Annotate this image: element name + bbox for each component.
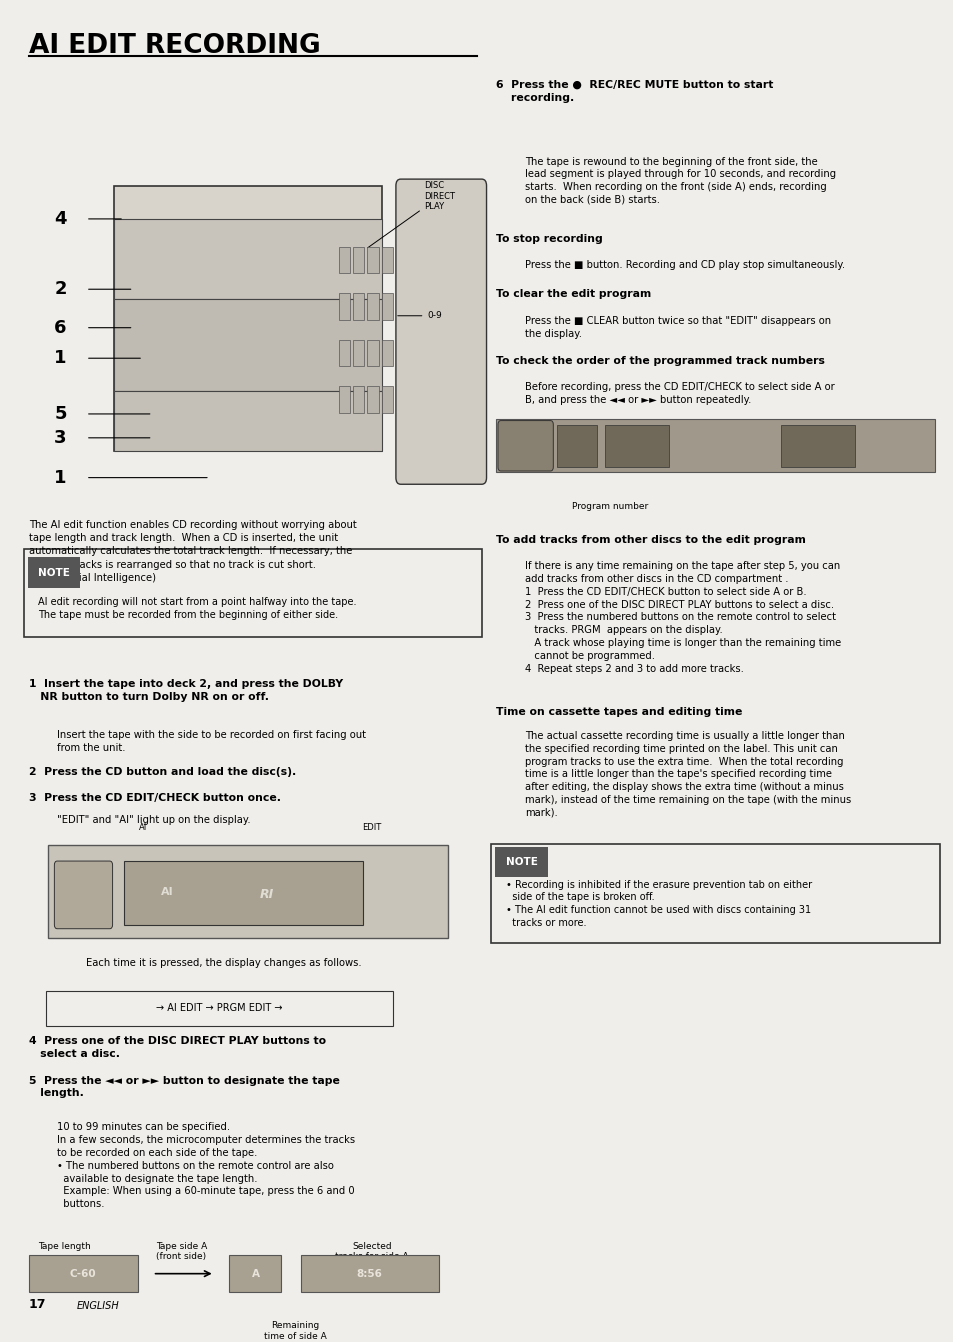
FancyBboxPatch shape [557,424,597,467]
FancyBboxPatch shape [381,340,393,366]
FancyBboxPatch shape [395,178,486,484]
Text: 2  Press the CD button and load the disc(s).: 2 Press the CD button and load the disc(… [29,766,295,777]
Text: Tape length: Tape length [38,1241,91,1251]
FancyBboxPatch shape [781,424,854,467]
Text: AI edit recording will not start from a point halfway into the tape.
The tape mu: AI edit recording will not start from a … [38,597,356,620]
Text: Track number: Track number [522,421,583,431]
FancyBboxPatch shape [367,340,378,366]
Text: The AI edit function enables CD recording without worrying about
tape length and: The AI edit function enables CD recordin… [29,521,356,582]
Text: The actual cassette recording time is usually a little longer than
the specified: The actual cassette recording time is us… [524,731,850,817]
Text: C-60: C-60 [70,1268,96,1279]
Text: 1.2.3.4: 1.2.3.4 [801,442,834,451]
Text: Each time it is pressed, the display changes as follows.: Each time it is pressed, the display cha… [86,958,361,968]
Text: EDIT: EDIT [362,823,381,832]
Text: 1: 1 [573,440,580,451]
Text: DISC
DIRECT
PLAY: DISC DIRECT PLAY [367,181,455,248]
FancyBboxPatch shape [381,386,393,412]
Text: → AI EDIT → PRGM EDIT →: → AI EDIT → PRGM EDIT → [156,1004,282,1013]
Text: 4: 4 [54,209,67,228]
Text: 8:56: 8:56 [355,1268,382,1279]
Text: • Recording is inhibited if the erasure prevention tab on either
  side of the t: • Recording is inhibited if the erasure … [505,879,811,929]
FancyBboxPatch shape [114,219,381,298]
FancyBboxPatch shape [491,844,939,943]
Text: Time on cassette tapes and editing time: Time on cassette tapes and editing time [496,707,741,717]
FancyBboxPatch shape [353,293,364,319]
Text: Press the ■ CLEAR button twice so that "EDIT" disappears on
the display.: Press the ■ CLEAR button twice so that "… [524,315,830,338]
FancyBboxPatch shape [114,392,381,451]
Text: To clear the edit program: To clear the edit program [496,290,651,299]
Text: Before recording, press the CD EDIT/CHECK to select side A or
B, and press the ◄: Before recording, press the CD EDIT/CHEC… [524,382,834,405]
FancyBboxPatch shape [353,247,364,274]
Text: 1: 1 [54,349,67,368]
FancyBboxPatch shape [353,340,364,366]
FancyBboxPatch shape [338,293,350,319]
FancyBboxPatch shape [124,862,362,925]
Text: 5: 5 [54,405,67,423]
Text: If there is any time remaining on the tape after step 5, you can
add tracks from: If there is any time remaining on the ta… [524,561,840,674]
FancyBboxPatch shape [338,386,350,412]
Text: 5  Press the ◄◄ or ►► button to designate the tape
   length.: 5 Press the ◄◄ or ►► button to designate… [29,1076,339,1098]
FancyBboxPatch shape [46,992,393,1025]
Text: "EDIT" and "AI" light up on the display.: "EDIT" and "AI" light up on the display. [57,815,251,824]
FancyBboxPatch shape [367,386,378,412]
Text: 0-9: 0-9 [397,311,441,321]
Text: To add tracks from other discs to the edit program: To add tracks from other discs to the ed… [496,534,805,545]
Text: 4  Press one of the DISC DIRECT PLAY buttons to
   select a disc.: 4 Press one of the DISC DIRECT PLAY butt… [29,1036,325,1059]
FancyBboxPatch shape [353,386,364,412]
Text: Remaining
time of side A: Remaining time of side A [264,1322,327,1341]
Text: Programmed
track numbers: Programmed track numbers [767,421,834,442]
Text: AI: AI [139,823,147,832]
Text: A: A [252,1268,259,1279]
FancyBboxPatch shape [24,549,481,637]
Text: Program number: Program number [572,502,648,510]
Text: NOTE: NOTE [505,858,537,867]
Text: 6: 6 [54,318,67,337]
FancyBboxPatch shape [338,340,350,366]
Text: To check the order of the programmed track numbers: To check the order of the programmed tra… [496,356,824,365]
Text: 1: 1 [54,468,67,487]
Text: Insert the tape with the side to be recorded on first facing out
from the unit.: Insert the tape with the side to be reco… [57,730,366,753]
Text: Tape side A
(front side): Tape side A (front side) [155,1241,207,1261]
Text: Selected
tracks for side A: Selected tracks for side A [335,1241,409,1261]
FancyBboxPatch shape [229,1255,281,1292]
Text: 10 to 99 minutes can be specified.
In a few seconds, the microcomputer determine: 10 to 99 minutes can be specified. In a … [57,1122,355,1209]
Text: 3  Press the CD EDIT/CHECK button once.: 3 Press the CD EDIT/CHECK button once. [29,793,280,804]
Text: AI EDIT RECORDING: AI EDIT RECORDING [29,34,320,59]
FancyBboxPatch shape [114,185,381,451]
Text: 2: 2 [54,280,67,298]
FancyBboxPatch shape [381,247,393,274]
Text: 3: 3 [54,429,67,447]
Text: P 01: P 01 [624,440,649,451]
Text: 6  Press the ●  REC/REC MUTE button to start
    recording.: 6 Press the ● REC/REC MUTE button to sta… [496,79,773,103]
Text: The tape is rewound to the beginning of the front side, the
lead segment is play: The tape is rewound to the beginning of … [524,157,835,205]
FancyBboxPatch shape [29,1255,138,1292]
Text: Press the ■ button. Recording and CD play stop simultaneously.: Press the ■ button. Recording and CD pla… [524,260,844,270]
FancyBboxPatch shape [497,420,553,471]
FancyBboxPatch shape [381,293,393,319]
Text: To stop recording: To stop recording [496,234,602,243]
FancyBboxPatch shape [338,247,350,274]
Text: 1  Insert the tape into deck 2, and press the DOLBY
   NR button to turn Dolby N: 1 Insert the tape into deck 2, and press… [29,679,342,702]
FancyBboxPatch shape [48,845,448,938]
FancyBboxPatch shape [54,862,112,929]
FancyBboxPatch shape [496,419,934,472]
Text: 17: 17 [29,1298,46,1311]
FancyBboxPatch shape [114,298,381,392]
FancyBboxPatch shape [604,424,668,467]
FancyBboxPatch shape [367,247,378,274]
Text: NOTE: NOTE [38,568,70,578]
FancyBboxPatch shape [367,293,378,319]
Text: ENGLISH: ENGLISH [76,1300,119,1311]
Text: RI: RI [260,887,274,900]
FancyBboxPatch shape [300,1255,438,1292]
Text: AI: AI [160,887,173,896]
